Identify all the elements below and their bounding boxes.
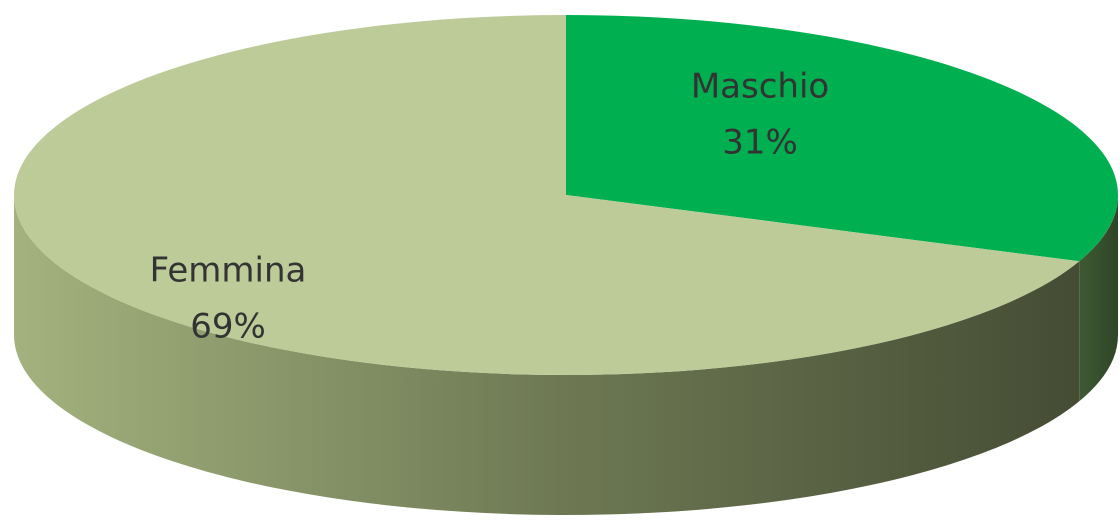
slice bbox=[566, 15, 1118, 262]
slice-value-label: 31% bbox=[722, 123, 798, 163]
slice-side bbox=[14, 195, 1080, 515]
slice-label: Maschio bbox=[691, 67, 829, 107]
slice-side bbox=[1079, 195, 1118, 402]
slice-value-label: 69% bbox=[190, 307, 266, 347]
slice bbox=[13, 15, 1080, 376]
slice-label: Femmina bbox=[150, 251, 307, 291]
